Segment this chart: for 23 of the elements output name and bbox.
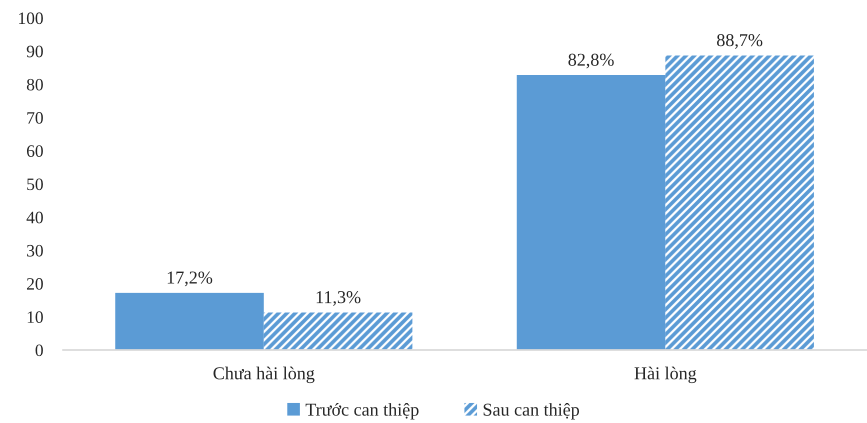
x-tick-label: Chưa hài lòng	[214, 366, 314, 384]
x-tick-label: Hài lòng	[634, 366, 696, 384]
y-tick-label: 60	[26, 145, 43, 157]
y-tick-label: 20	[26, 278, 43, 290]
bar	[264, 312, 412, 350]
data-label: 88,7%	[717, 34, 762, 49]
y-tick-label: 70	[27, 112, 43, 124]
y-tick-label: 100	[19, 12, 43, 24]
bar	[516, 75, 666, 350]
legend-label: Trước can thiệp	[306, 403, 419, 420]
bar	[665, 55, 814, 350]
y-tick-label: 10	[28, 311, 43, 323]
y-tick-label: 0	[36, 344, 43, 356]
bar	[115, 292, 264, 350]
y-tick-label: 50	[27, 178, 43, 190]
data-label: 17,2%	[168, 271, 212, 286]
data-label: 11,3%	[316, 291, 360, 306]
y-tick-label: 90	[26, 46, 43, 58]
y-tick-label: 40	[26, 212, 43, 224]
y-tick-label: 80	[26, 78, 43, 91]
y-tick-label: 30	[27, 244, 43, 257]
data-label: 82,8%	[568, 54, 614, 68]
legend-label: Sau can thiệp	[484, 403, 580, 420]
